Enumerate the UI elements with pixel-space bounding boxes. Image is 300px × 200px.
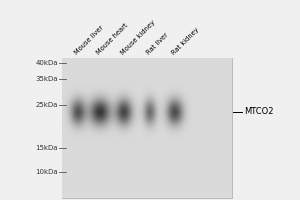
Text: 35kDa: 35kDa bbox=[35, 76, 58, 82]
Text: 10kDa: 10kDa bbox=[35, 169, 58, 175]
Text: Mouse kidney: Mouse kidney bbox=[120, 19, 156, 56]
Text: Rat kidney: Rat kidney bbox=[171, 27, 200, 56]
Text: 15kDa: 15kDa bbox=[35, 145, 58, 151]
Text: Rat liver: Rat liver bbox=[146, 32, 170, 56]
Text: 25kDa: 25kDa bbox=[36, 102, 58, 108]
Text: MTCO2: MTCO2 bbox=[244, 108, 274, 116]
Text: 40kDa: 40kDa bbox=[35, 60, 58, 66]
Text: Mouse heart: Mouse heart bbox=[96, 22, 129, 56]
Bar bbox=[62, 58, 232, 198]
Text: Mouse liver: Mouse liver bbox=[74, 25, 105, 56]
